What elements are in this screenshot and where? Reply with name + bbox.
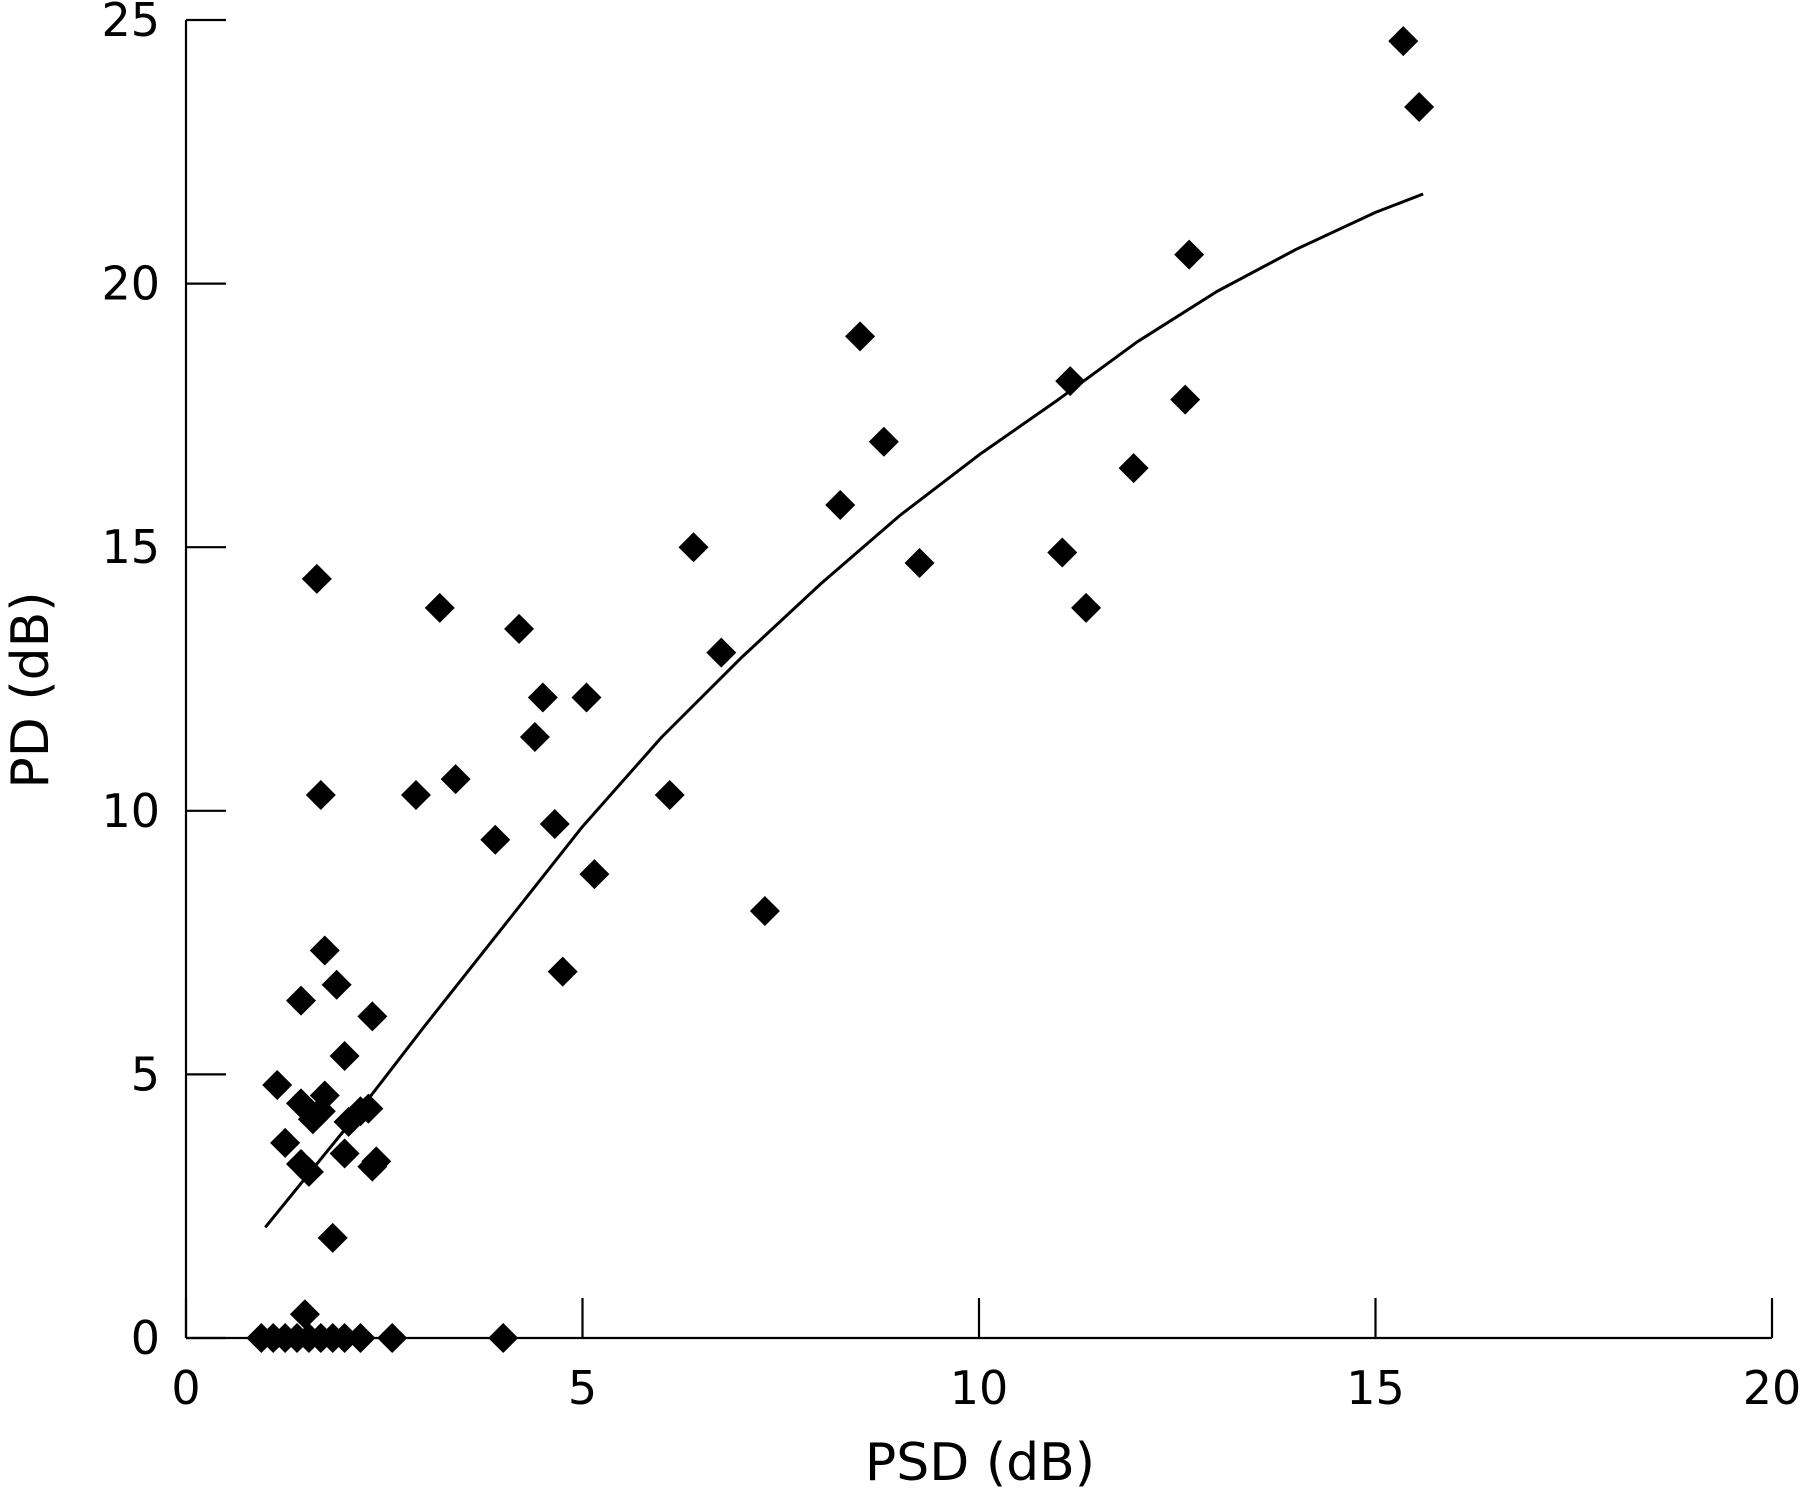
x-tick-label: 0 [171, 1361, 200, 1415]
data-point [1047, 537, 1078, 568]
data-point [289, 1299, 320, 1330]
data-point [1174, 239, 1205, 270]
data-point [424, 592, 455, 623]
x-tick-label: 20 [1743, 1361, 1800, 1415]
y-tick-label: 25 [101, 0, 160, 47]
data-point [293, 1156, 324, 1187]
data-point [305, 779, 336, 810]
data-point [868, 426, 899, 457]
fit-curve-layer [264, 192, 1424, 1229]
data-point [345, 1323, 376, 1353]
x-axis-title: PSD (dB) [865, 1433, 1095, 1493]
data-point [329, 1040, 360, 1071]
data-point [400, 779, 431, 810]
data-point [309, 935, 340, 966]
x-tick-label: 5 [568, 1361, 597, 1415]
data-point [519, 721, 550, 752]
data-point [654, 779, 685, 810]
data-point [309, 1080, 340, 1111]
data-point [1170, 384, 1201, 415]
data-point [1118, 453, 1149, 484]
data-point [706, 637, 737, 668]
axes: 0 5 10 15 20 25 0 5 10 15 20 [101, 0, 1800, 1415]
data-point [504, 613, 535, 644]
data-point [353, 1093, 384, 1124]
data-point [571, 682, 602, 713]
x-tick-label: 10 [950, 1361, 1009, 1415]
data-point [361, 1146, 392, 1177]
data-point [749, 895, 780, 926]
data-point [1404, 91, 1435, 122]
data-points-layer [246, 26, 1435, 1353]
data-point [285, 985, 316, 1016]
data-point [825, 490, 856, 521]
data-point [539, 808, 570, 839]
data-point [329, 1138, 360, 1169]
y-tick-label: 0 [131, 1311, 160, 1365]
data-point [678, 532, 709, 563]
data-point [1071, 592, 1102, 623]
data-point [317, 1222, 348, 1253]
data-point [488, 1323, 519, 1353]
y-tick-label: 5 [131, 1047, 160, 1101]
y-tick-label: 15 [101, 520, 160, 574]
data-point [845, 321, 876, 352]
y-tick-label: 10 [101, 784, 160, 838]
data-point [527, 682, 558, 713]
y-axis-title: PD (dB) [1, 591, 61, 788]
data-point [357, 1001, 388, 1032]
data-point [1388, 26, 1419, 57]
data-point [480, 824, 511, 855]
data-point [377, 1323, 408, 1353]
fit-curve [264, 192, 1424, 1229]
data-point [262, 1069, 293, 1100]
x-tick-label: 15 [1346, 1361, 1405, 1415]
y-tick-label: 20 [101, 257, 160, 311]
data-point [547, 956, 578, 987]
data-point [321, 969, 352, 1000]
data-point [301, 563, 332, 594]
data-point [329, 1323, 360, 1353]
data-point [579, 859, 610, 890]
data-point [1055, 366, 1086, 397]
data-point [904, 548, 935, 579]
data-point [270, 1127, 301, 1158]
data-point [440, 764, 471, 795]
